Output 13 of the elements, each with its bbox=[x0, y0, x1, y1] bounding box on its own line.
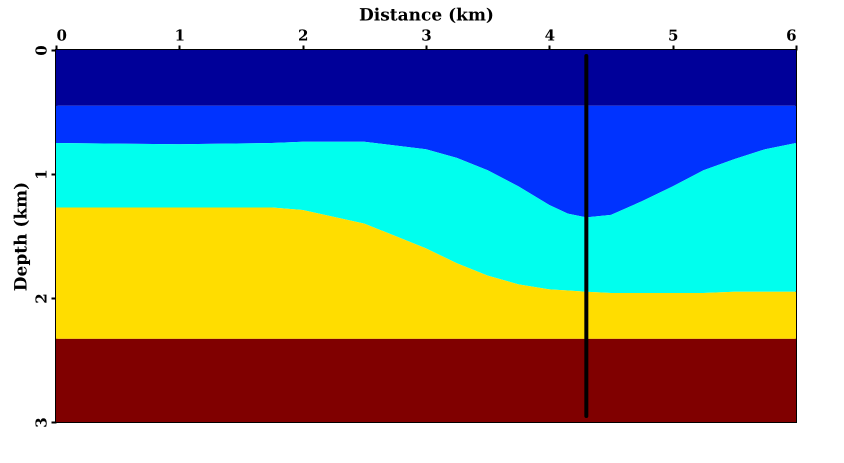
x-axis-title: Distance (km) bbox=[359, 6, 494, 26]
y-tick-label: 3 bbox=[32, 417, 50, 428]
x-tick-label: 0 bbox=[56, 26, 67, 44]
y-tick-label: 2 bbox=[32, 293, 50, 304]
x-tick-label: 4 bbox=[544, 26, 556, 44]
x-tick-label: 6 bbox=[786, 26, 796, 44]
x-tick-label: 3 bbox=[421, 26, 432, 44]
y-axis-title: Depth (km) bbox=[12, 182, 32, 292]
x-tick-label: 2 bbox=[298, 26, 308, 44]
y-tick-label: 0 bbox=[32, 45, 50, 56]
x-tick-label: 5 bbox=[668, 26, 678, 44]
x-tick-label: 1 bbox=[174, 26, 186, 44]
y-tick-label: 1 bbox=[32, 169, 50, 180]
